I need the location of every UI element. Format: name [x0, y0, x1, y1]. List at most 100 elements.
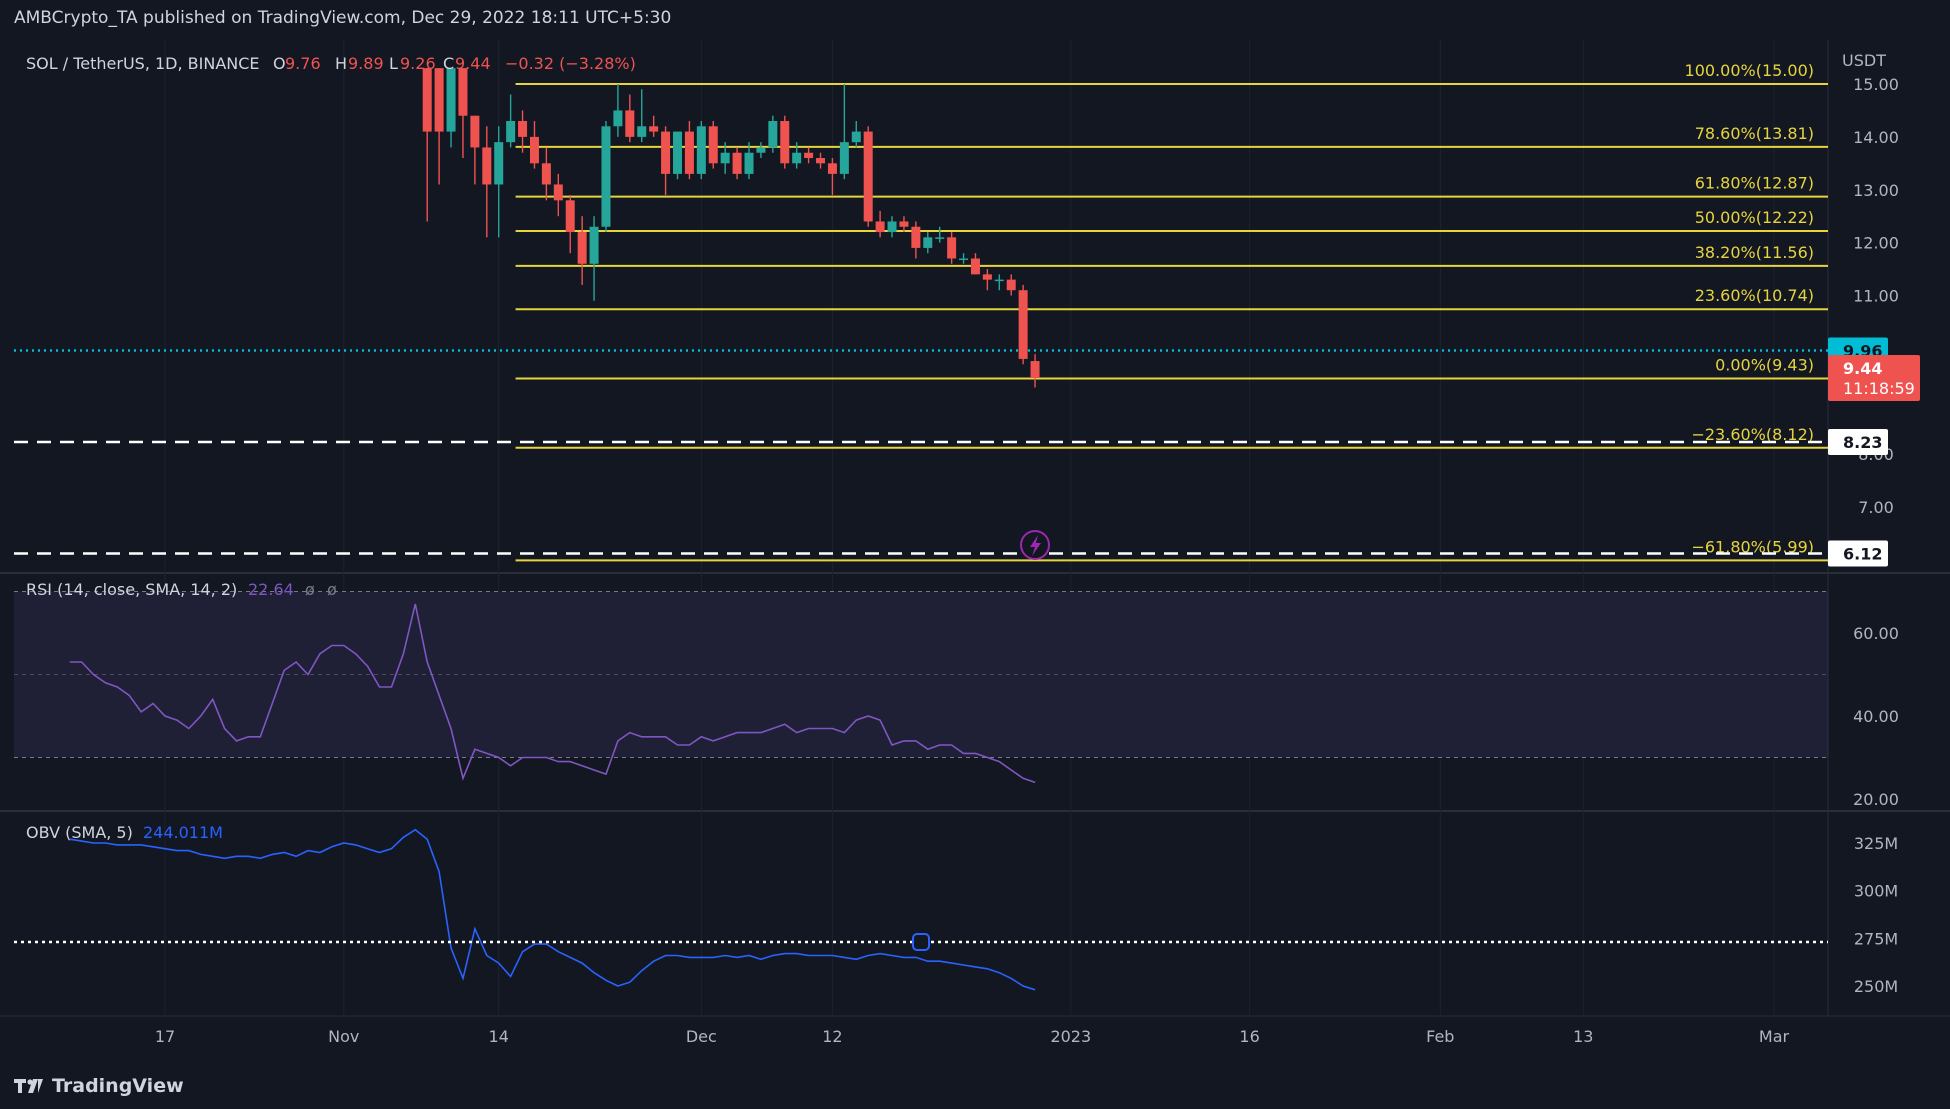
svg-text:9.44: 9.44 [1843, 359, 1882, 378]
alert-marker[interactable] [912, 933, 930, 951]
obv-tick-label: 325M [1854, 834, 1898, 853]
time-tick-label: 12 [822, 1027, 842, 1046]
ohlc-o-value: 9.76 [285, 54, 321, 73]
horizontal-lines[interactable] [14, 349, 1828, 555]
time-tick-label: 14 [489, 1027, 509, 1046]
line-price-badge: 6.12 [1828, 540, 1888, 567]
candle-body [982, 274, 992, 280]
fib-level-label: 61.80%(12.87) [1695, 174, 1814, 193]
rsi-legend-extra: ø [327, 580, 337, 599]
candle-body [518, 121, 528, 137]
price-tick-label: 15.00 [1853, 75, 1899, 94]
fib-level-label: 100.00%(15.00) [1685, 61, 1814, 80]
ohlc-l-label: L [389, 54, 398, 73]
candle-body [708, 126, 718, 164]
candle-body [970, 258, 980, 275]
obv-tick-label: 300M [1854, 882, 1898, 901]
candle-body [827, 163, 837, 174]
svg-text:8.23: 8.23 [1843, 433, 1882, 452]
price-tick-label: 7.00 [1858, 498, 1894, 517]
candle-body [696, 126, 706, 174]
candle-body [911, 226, 921, 248]
rsi-tick-label: 40.00 [1853, 707, 1899, 726]
obv-legend-value: 244.011M [143, 823, 223, 842]
svg-text:11:18:59: 11:18:59 [1843, 379, 1915, 398]
fib-level-label: −23.60%(8.12) [1691, 425, 1814, 444]
candle-body [720, 152, 730, 164]
candle-body [637, 126, 647, 137]
tradingview-brand[interactable]: TradingView [14, 1075, 184, 1097]
candle-body [959, 258, 969, 260]
rsi-legend-extra: ø [305, 580, 315, 599]
candle-body [792, 152, 802, 164]
candle-body [744, 152, 754, 174]
obv-line [69, 828, 1036, 991]
candle-body [851, 131, 861, 143]
candle-body [601, 126, 611, 227]
fib-retracement[interactable]: 100.00%(15.00) 78.60%(13.81) 61.80%(12.87)… [515, 61, 1828, 562]
time-tick-label: 17 [155, 1027, 175, 1046]
candle-body [577, 232, 587, 264]
candle-body [804, 152, 814, 159]
price-tick-label: 14.00 [1853, 128, 1899, 147]
ohlc-l-value: 9.26 [400, 54, 436, 73]
candle-body [1030, 361, 1040, 378]
candle-body [565, 200, 575, 233]
line-price-badge: 8.23 [1828, 428, 1888, 455]
ohlc-h-value: 9.89 [348, 54, 384, 73]
time-tick-label: Dec [686, 1027, 717, 1046]
rsi-tick-label: 20.00 [1853, 790, 1899, 809]
axis-labels: 15.0014.0013.0012.0011.008.007.0060.0040… [155, 75, 1899, 1046]
candle-body [1018, 290, 1028, 359]
ohlc-change: −0.32 (−3.28%) [505, 54, 636, 73]
svg-text:6.12: 6.12 [1843, 545, 1882, 564]
candle-body [553, 184, 563, 201]
rsi-tick-label: 60.00 [1853, 624, 1899, 643]
price-tick-label: 11.00 [1853, 287, 1899, 306]
candle-body [589, 226, 599, 264]
fib-level-label: 50.00%(12.22) [1695, 208, 1814, 227]
time-tick-label: 16 [1239, 1027, 1259, 1046]
vertical-grid [164, 40, 1775, 1016]
candle-body [756, 147, 766, 153]
candle-body [732, 152, 742, 174]
time-tick-label: 13 [1573, 1027, 1593, 1046]
candle-body [816, 158, 826, 164]
candle-body [541, 163, 551, 185]
candle-body [613, 110, 623, 127]
ohlc-h-label: H [335, 54, 347, 73]
candle-body [446, 68, 456, 132]
candles [422, 68, 1040, 388]
candle-body [1006, 279, 1016, 291]
candle-body [661, 131, 671, 174]
candle-body [470, 115, 480, 148]
candle-body [768, 121, 778, 148]
candle-body [684, 131, 694, 174]
tradingview-logo-icon [14, 1079, 43, 1093]
fib-level-label: 78.60%(13.81) [1695, 124, 1814, 143]
candle-body [506, 121, 516, 143]
ohlc-c-value: 9.44 [455, 54, 491, 73]
candle-body [887, 221, 897, 233]
candle-body [780, 121, 790, 164]
fib-level-label: 0.00%(9.43) [1715, 356, 1814, 375]
publisher-caption: AMBCrypto_TA published on TradingView.co… [14, 8, 672, 28]
obv-legend-label[interactable]: OBV (SMA, 5) [26, 823, 133, 842]
candle-body [494, 142, 504, 185]
rsi-line [69, 603, 1036, 784]
time-tick-label: 2023 [1050, 1027, 1091, 1046]
candle-body [458, 68, 468, 116]
candle-body [935, 237, 945, 239]
lightning-icon[interactable] [1020, 530, 1050, 560]
symbol-title[interactable]: SOL / TetherUS, 1D, BINANCE [26, 54, 260, 73]
price-tick-label: 13.00 [1853, 181, 1899, 200]
candle-body [839, 142, 849, 174]
price-tick-label: 12.00 [1853, 234, 1899, 253]
candle-body [649, 126, 659, 132]
obv-tick-label: 275M [1854, 929, 1898, 948]
candle-body [875, 221, 885, 233]
rsi-legend-label[interactable]: RSI (14, close, SMA, 14, 2) [26, 580, 237, 599]
